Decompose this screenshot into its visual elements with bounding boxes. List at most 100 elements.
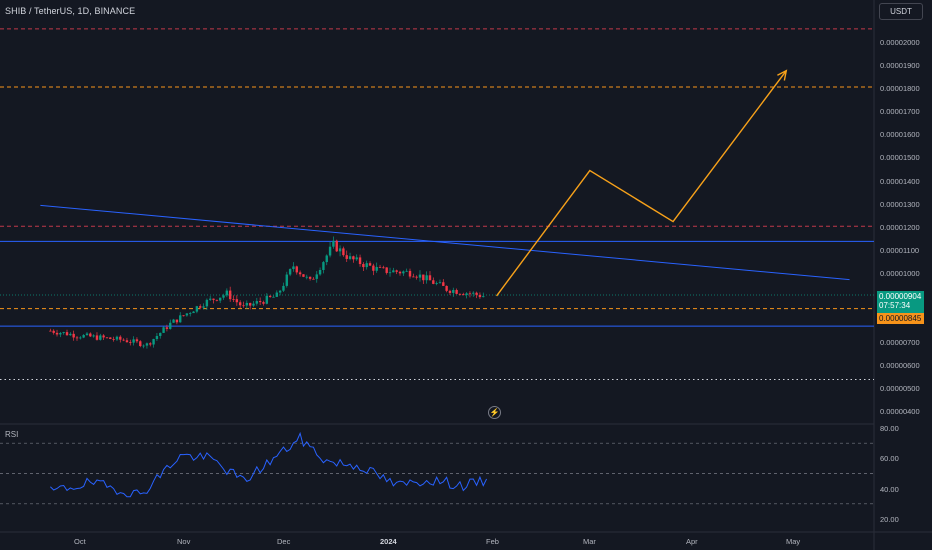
projection-arrowhead — [777, 69, 788, 81]
rsi-tick: 40.00 — [880, 485, 899, 494]
candle-body — [139, 341, 142, 347]
candle-body — [312, 278, 315, 280]
flash-icon[interactable]: ⚡ — [488, 406, 501, 419]
candle-body — [432, 280, 435, 284]
price-tick: 0.00000600 — [880, 361, 920, 370]
horizontal-levels — [0, 28, 874, 380]
candle-body — [122, 339, 125, 341]
candle-body — [112, 338, 115, 340]
candle-body — [49, 330, 52, 332]
candle-body — [445, 285, 448, 291]
candle-body — [368, 263, 372, 266]
candle-body — [302, 274, 305, 277]
candle-body — [378, 266, 382, 268]
candle-body — [382, 267, 385, 269]
candle-body — [268, 295, 272, 297]
candle-body — [192, 311, 195, 314]
candle-body — [395, 270, 398, 272]
candle-body — [285, 274, 288, 286]
candle-body — [125, 340, 129, 343]
rsi-tick: 80.00 — [880, 424, 899, 433]
candle-body — [172, 319, 175, 323]
candle-body — [418, 274, 422, 278]
candle-body — [402, 271, 405, 274]
candle-body — [59, 333, 62, 335]
candle-body — [438, 282, 442, 284]
currency-button[interactable]: USDT — [879, 3, 923, 20]
price-tick: 0.00001600 — [880, 130, 920, 139]
candle-body — [102, 335, 105, 338]
last-price-tag: 0.00000904 07:57:34 — [877, 291, 924, 313]
candle-body — [72, 333, 75, 338]
candle-body — [435, 283, 438, 284]
candle-body — [132, 339, 135, 343]
candle-body — [362, 264, 365, 268]
candle-body — [238, 302, 242, 306]
price-tick: 0.00000700 — [880, 338, 920, 347]
candle-body — [92, 335, 95, 337]
candle-body — [352, 256, 355, 260]
candle-body — [315, 274, 318, 279]
candle-body — [345, 255, 348, 259]
candle-body — [465, 293, 468, 295]
candle-body — [169, 322, 172, 329]
candle-body — [272, 296, 275, 298]
price-tick: 0.00000500 — [880, 384, 920, 393]
candle-body — [262, 302, 265, 304]
candle-body — [322, 262, 325, 270]
price-tick: 0.00001700 — [880, 107, 920, 116]
candle-body — [468, 293, 472, 295]
candle-body — [335, 240, 338, 252]
candle-body — [265, 295, 269, 304]
candle-body — [298, 272, 302, 275]
candle-body — [412, 276, 415, 278]
candle-body — [365, 263, 368, 268]
price-tick: 0.00001800 — [880, 84, 920, 93]
time-label: Nov — [177, 537, 191, 546]
candle-body — [478, 294, 482, 298]
candle-body — [225, 290, 229, 296]
candle-body — [182, 315, 185, 317]
candle-body — [162, 327, 165, 333]
candle-body — [258, 301, 262, 303]
candle-body — [82, 335, 85, 338]
time-axis: Oct Nov Dec 2024 Feb Mar Apr May — [74, 537, 800, 546]
candle-body — [189, 313, 192, 314]
price-axis: 0.00002000 0.00001900 0.00001800 0.00001… — [880, 38, 920, 416]
candle-body — [205, 299, 209, 307]
candle-body — [255, 301, 259, 304]
price-tick: 0.00001100 — [880, 246, 919, 255]
candle-body — [129, 342, 132, 343]
candle-body — [442, 282, 445, 286]
candle-body — [218, 297, 222, 301]
price-tick: 0.00001400 — [880, 177, 920, 186]
price-tick: 0.00001900 — [880, 61, 920, 70]
candle-body — [142, 345, 145, 347]
candle-body — [85, 333, 89, 336]
candle-body — [482, 296, 485, 298]
time-label: Oct — [74, 537, 87, 546]
rsi-label: RSI — [5, 430, 19, 439]
candle-body — [422, 274, 425, 281]
descending-trendline — [40, 204, 850, 281]
candle-body — [355, 257, 358, 260]
candle-body — [212, 298, 215, 300]
candle-body — [278, 290, 282, 293]
candle-body — [155, 335, 159, 340]
rsi-line — [50, 431, 488, 498]
candle-body — [185, 313, 189, 316]
candle-body — [79, 337, 82, 339]
candle-body — [165, 327, 169, 329]
candle-body — [275, 292, 278, 297]
candle-body — [448, 290, 452, 293]
candle-body — [179, 315, 182, 323]
candle-body — [145, 343, 149, 346]
candle-body — [388, 272, 392, 274]
marked-price-tag: 0.00000845 — [877, 313, 924, 324]
candle-body — [95, 335, 99, 340]
price-tick: 0.00000400 — [880, 407, 920, 416]
time-label: 2024 — [380, 537, 398, 546]
bar-countdown: 07:57:34 — [879, 301, 911, 310]
candle-body — [215, 299, 219, 301]
